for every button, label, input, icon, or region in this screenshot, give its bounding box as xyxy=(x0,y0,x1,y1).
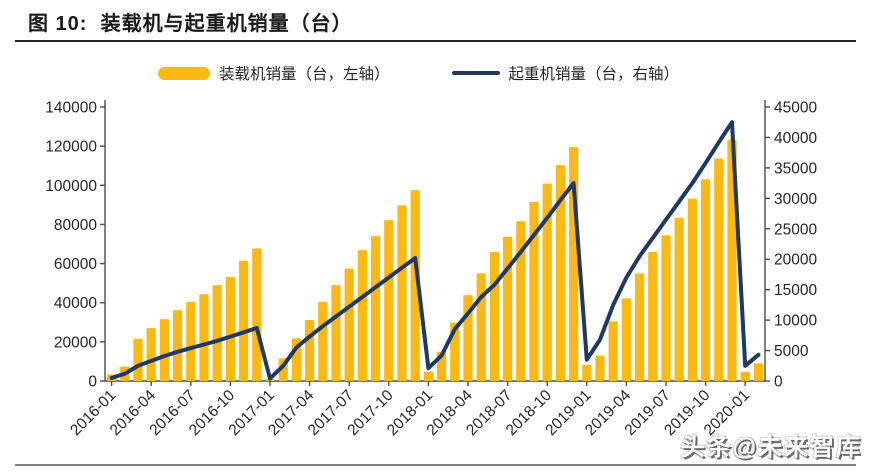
svg-text:40000: 40000 xyxy=(774,130,817,147)
svg-text:0: 0 xyxy=(88,374,97,391)
watermark: 头条@未来智库 xyxy=(680,434,862,461)
legend-label-loader: 装载机销量（台，左轴） xyxy=(219,66,390,83)
loader-bar-swatch-icon xyxy=(158,66,210,80)
svg-text:30000: 30000 xyxy=(774,191,817,208)
legend-item-crane: 起重机销量（台，右轴） xyxy=(451,62,680,84)
chart-legend: 装载机销量（台，左轴） 起重机销量（台，右轴） xyxy=(158,62,679,84)
svg-text:20000: 20000 xyxy=(774,252,817,269)
svg-text:45000: 45000 xyxy=(774,100,817,117)
page-bottom-rule xyxy=(15,464,856,466)
chart-area: 0 20000 40000 60000 80000 100000 120000 140000 0… xyxy=(0,95,871,470)
svg-text:40000: 40000 xyxy=(54,295,97,312)
sales-combo-chart: 0 20000 40000 60000 80000 100000 120000 140000 0… xyxy=(45,100,817,440)
svg-text:80000: 80000 xyxy=(54,217,97,234)
legend-label-crane: 起重机销量（台，右轴） xyxy=(508,66,680,83)
legend-item-loader: 装载机销量（台，左轴） xyxy=(158,62,390,84)
crane-line-swatch-icon xyxy=(451,70,500,76)
figure-title: 图 10: 装载机与起重机销量（台） xyxy=(28,13,353,35)
svg-text:120000: 120000 xyxy=(45,139,97,156)
svg-text:60000: 60000 xyxy=(54,256,97,273)
svg-text:140000: 140000 xyxy=(45,100,97,117)
svg-text:5000: 5000 xyxy=(774,343,809,360)
svg-text:15000: 15000 xyxy=(774,282,817,299)
svg-text:100000: 100000 xyxy=(45,178,97,195)
svg-text:25000: 25000 xyxy=(774,221,817,238)
svg-text:20000: 20000 xyxy=(54,334,97,351)
svg-text:0: 0 xyxy=(774,374,783,391)
svg-text:10000: 10000 xyxy=(774,313,817,330)
title-underline xyxy=(15,40,856,42)
svg-text:35000: 35000 xyxy=(774,160,817,177)
